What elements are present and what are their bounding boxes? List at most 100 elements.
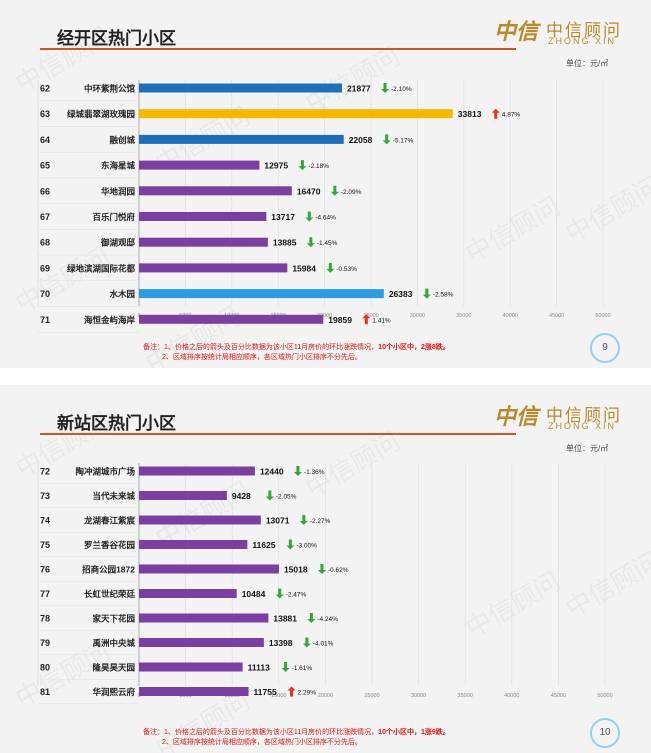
arrow-down-icon [330,185,339,196]
rank-label: 75 [40,540,50,550]
change-label: -2.18% [308,163,329,170]
change-label: -1.45% [317,240,338,247]
bar [139,515,261,525]
value-label: 12440 [260,467,284,477]
change-label: -3.00% [296,543,317,550]
rank-label: 66 [40,186,50,196]
value-label: 10484 [242,589,266,599]
footnote-1: 备注：1、价格之后的箭头及百分比数据为该小区11月房价的环比涨跌情况， [143,344,379,351]
category-label: 隆昊昊天园 [92,663,135,673]
category-label: 融创城 [109,135,135,145]
category-label: 百乐门悦府 [92,212,135,222]
change-label: -0.53% [336,266,357,273]
change-label: 2.29% [298,690,317,697]
arrow-down-icon [382,134,391,145]
rank-label: 71 [40,315,50,325]
footnote-1: 备注：1、价格之后的箭头及百分比数据为该小区11月房价的环比涨跌情况， [143,729,379,736]
category-label: 陶冲湖城市广场 [75,467,135,477]
rank-label: 70 [40,289,50,299]
arrow-up-icon [362,314,371,325]
arrow-up-icon [287,686,296,697]
rank-label: 64 [40,135,50,145]
unit-label: 单位：元/㎡ [566,444,609,453]
x-tick-label: 50000 [595,313,610,319]
rank-label: 65 [40,161,50,171]
bar [139,109,453,119]
rank-label: 80 [40,663,50,673]
rank-label: 68 [40,238,50,248]
category-label: 招商公园1872 [82,565,135,575]
slide-title: 经开区热门小区 [57,29,176,48]
category-label: 家天下花园 [92,614,135,624]
category-label: 华润熙云府 [92,687,135,697]
rank-label: 77 [40,589,50,599]
arrow-down-icon [299,515,308,525]
logo-subtext: ZHONG XIN [548,36,617,46]
bar [139,662,243,672]
page-number: 9 [590,333,620,363]
change-label: -0.62% [328,567,349,574]
arrow-down-icon [281,662,290,672]
value-label: 12975 [264,161,288,171]
value-label: 9428 [232,491,251,501]
arrow-down-icon [293,466,302,476]
bar [139,613,269,623]
arrow-down-icon [298,160,307,171]
value-label: 26383 [389,289,413,299]
category-label: 长虹世纪荣廷 [84,589,136,599]
value-label: 13881 [273,614,297,624]
change-label: -1.61% [292,665,313,672]
title-rule [40,48,516,50]
arrow-down-icon [422,288,431,299]
arrow-down-icon [317,564,326,574]
value-label: 21877 [347,84,371,94]
category-label: 华地润园 [101,186,135,196]
rank-label: 76 [40,565,50,575]
rank-label: 78 [40,614,50,624]
footnote-1-summary: 10个小区中，2涨8跌。 [378,344,450,351]
footnotes: 备注：1、价格之后的箭头及百分比数据为该小区11月房价的环比涨跌情况，10个小区… [143,343,450,363]
change-label: -2.09% [341,189,362,196]
x-tick-label: 15000 [271,693,286,699]
x-tick-label: 25000 [364,693,379,699]
bar [139,540,248,549]
x-tick-label: 35000 [458,693,473,699]
arrow-down-icon [307,613,316,623]
category-label: 绿城翡翠湖玫瑰园 [67,109,135,119]
x-tick-label: 25000 [363,313,378,319]
bar [139,466,255,476]
title-rule [40,433,516,435]
rank-label: 73 [40,491,50,501]
logo-text: 中信顾问 [546,21,622,40]
x-tick-label: 50000 [597,693,612,699]
category-label: 海恒金屿海岸 [84,315,136,325]
bar [139,314,324,324]
change-label: -2.10% [391,86,412,93]
bar [139,212,267,221]
rank-label: 81 [40,687,50,697]
change-label: -4.01% [313,641,334,648]
arrow-down-icon [305,211,314,222]
slide-xinzhan: 中信顾问 中信顾问 中信顾问 中信顾问 中信顾问 中信顾问 中信顾问 新站区热门… [0,385,651,753]
footnotes: 备注：1、价格之后的箭头及百分比数据为该小区11月房价的环比涨跌情况，10个小区… [143,728,450,748]
x-tick-label: 45000 [549,313,564,319]
category-label: 禹洲中央城 [92,638,135,648]
bar [139,83,343,93]
value-label: 13885 [273,238,297,248]
x-tick-label: 45000 [551,693,566,699]
logo-text: 中信顾问 [546,406,622,425]
rank-label: 67 [40,212,50,222]
x-tick-label: 20000 [318,693,333,699]
bar [139,186,292,196]
arrow-down-icon [381,83,390,93]
arrow-up-icon [491,108,500,119]
category-label: 绿地滨湖国际花都 [67,263,136,273]
x-tick-label: 30000 [410,313,425,319]
value-label: 19859 [328,315,352,325]
change-label: -1.36% [304,469,325,476]
rank-label: 63 [40,109,50,119]
x-tick-label: 30000 [411,693,426,699]
value-label: 11625 [252,540,275,550]
slide-jingkai: 中信顾问 中信顾问 中信顾问 中信顾问 中信顾问 中信顾问 中信顾问 经开区热门… [0,0,651,368]
arrow-down-icon [275,588,284,599]
